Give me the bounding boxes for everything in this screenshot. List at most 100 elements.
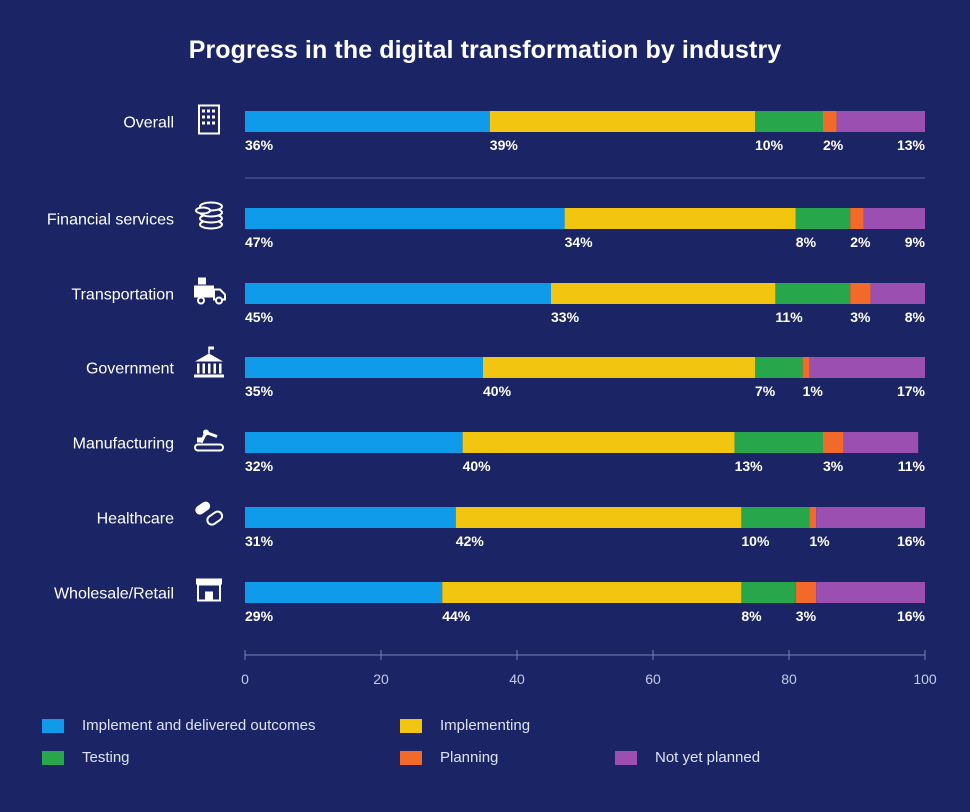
- legend-label: Planning: [440, 749, 499, 766]
- robot-arm-box: [197, 437, 203, 443]
- bar-segment: [551, 283, 776, 304]
- x-tick-label: 80: [781, 671, 797, 687]
- data-label: 3%: [796, 608, 817, 624]
- legend-item-not-yet-planned: Not yet planned: [615, 749, 760, 766]
- legend-item-testing: Testing: [42, 749, 130, 766]
- pill-capsule: [206, 510, 224, 526]
- x-tick-label: 0: [241, 671, 249, 687]
- capitol-base: [194, 374, 224, 378]
- data-label: 34%: [565, 234, 594, 250]
- bar-segment: [245, 507, 456, 528]
- bar-segment: [823, 432, 844, 453]
- data-label: 7%: [755, 383, 776, 399]
- building-window: [202, 121, 205, 125]
- truck-icon: [194, 285, 214, 298]
- data-label: 11%: [898, 458, 926, 474]
- bar-segment: [734, 432, 823, 453]
- legend-swatch: [615, 750, 637, 765]
- legend-label: Testing: [82, 749, 130, 766]
- bar-segment: [741, 582, 796, 603]
- bar-segment: [870, 283, 925, 304]
- data-label: 42%: [456, 533, 485, 549]
- truck-wheel: [215, 296, 223, 305]
- bar-segment: [850, 208, 864, 229]
- bar-segment: [483, 357, 755, 378]
- category-label: Manufacturing: [73, 436, 174, 453]
- bar-segment: [455, 507, 742, 528]
- data-label: 13%: [735, 458, 764, 474]
- bar-segment: [802, 357, 810, 378]
- robot-arm-segment: [199, 430, 218, 444]
- data-label: 10%: [755, 137, 784, 153]
- category-label: Government: [86, 361, 175, 378]
- chart-title: Progress in the digital transformation b…: [188, 36, 782, 64]
- data-label: 8%: [741, 608, 762, 624]
- bar-segment: [836, 111, 925, 132]
- data-label: 9%: [905, 234, 926, 250]
- bar-segment: [816, 582, 925, 603]
- category-label: Transportation: [71, 287, 174, 304]
- bar-segment: [245, 432, 463, 453]
- bar-segment: [795, 208, 851, 229]
- data-label: 39%: [490, 137, 519, 153]
- legend-item-planning: Planning: [400, 749, 498, 766]
- capitol-column: [202, 363, 205, 374]
- bar-segment: [755, 111, 823, 132]
- building-window: [202, 109, 205, 113]
- truck-wheel: [197, 296, 205, 305]
- building-window: [207, 115, 210, 119]
- building-icon: [198, 104, 220, 135]
- data-label: 35%: [245, 383, 274, 399]
- data-label: 44%: [442, 608, 471, 624]
- bar-segment: [564, 208, 796, 229]
- store-door: [205, 591, 213, 601]
- data-label: 16%: [897, 533, 926, 549]
- data-label: 11%: [775, 309, 803, 325]
- capitol-column: [213, 363, 216, 374]
- data-label: 3%: [850, 309, 871, 325]
- bar-segment: [245, 357, 483, 378]
- coin-top: [195, 206, 211, 215]
- bar-segment: [809, 507, 817, 528]
- robot-arm-icon: [194, 443, 224, 452]
- bar-segment: [850, 283, 871, 304]
- pill-icon: [195, 501, 211, 515]
- building-window: [212, 115, 215, 119]
- bar-segment: [863, 208, 925, 229]
- bar-segment: [741, 507, 810, 528]
- data-label: 47%: [245, 234, 274, 250]
- legend-swatch: [400, 750, 422, 765]
- category-label: Financial services: [47, 212, 174, 229]
- category-label: Overall: [123, 115, 174, 132]
- legend-swatch: [400, 718, 422, 733]
- bar-segment: [442, 582, 742, 603]
- legend-label: Implement and delivered outcomes: [82, 717, 316, 734]
- capitol-column: [219, 363, 222, 374]
- data-label: 16%: [897, 608, 926, 624]
- data-label: 1%: [803, 383, 824, 399]
- data-label: 8%: [796, 234, 817, 250]
- robot-arm-joint: [203, 429, 209, 436]
- bar-segment: [245, 111, 490, 132]
- category-label: Healthcare: [97, 511, 174, 528]
- bar-segment: [245, 283, 551, 304]
- data-label: 33%: [551, 309, 580, 325]
- store-icon: [196, 578, 222, 585]
- truck-box: [198, 277, 206, 285]
- legend-label: Not yet planned: [655, 749, 761, 766]
- data-label: 10%: [741, 533, 770, 549]
- x-tick-label: 40: [509, 671, 525, 687]
- bar-segment: [245, 208, 565, 229]
- data-label: 36%: [245, 137, 274, 153]
- bar-segment: [843, 432, 919, 453]
- x-tick-label: 20: [373, 671, 389, 687]
- capitol-column: [197, 363, 200, 374]
- building-window: [202, 115, 205, 119]
- data-label: 29%: [245, 608, 274, 624]
- bar-segment: [755, 357, 803, 378]
- bar-segment: [245, 582, 443, 603]
- legend-item-implementing: Implementing: [400, 717, 530, 734]
- legend-label: Implementing: [440, 717, 531, 734]
- bar-segment: [489, 111, 755, 132]
